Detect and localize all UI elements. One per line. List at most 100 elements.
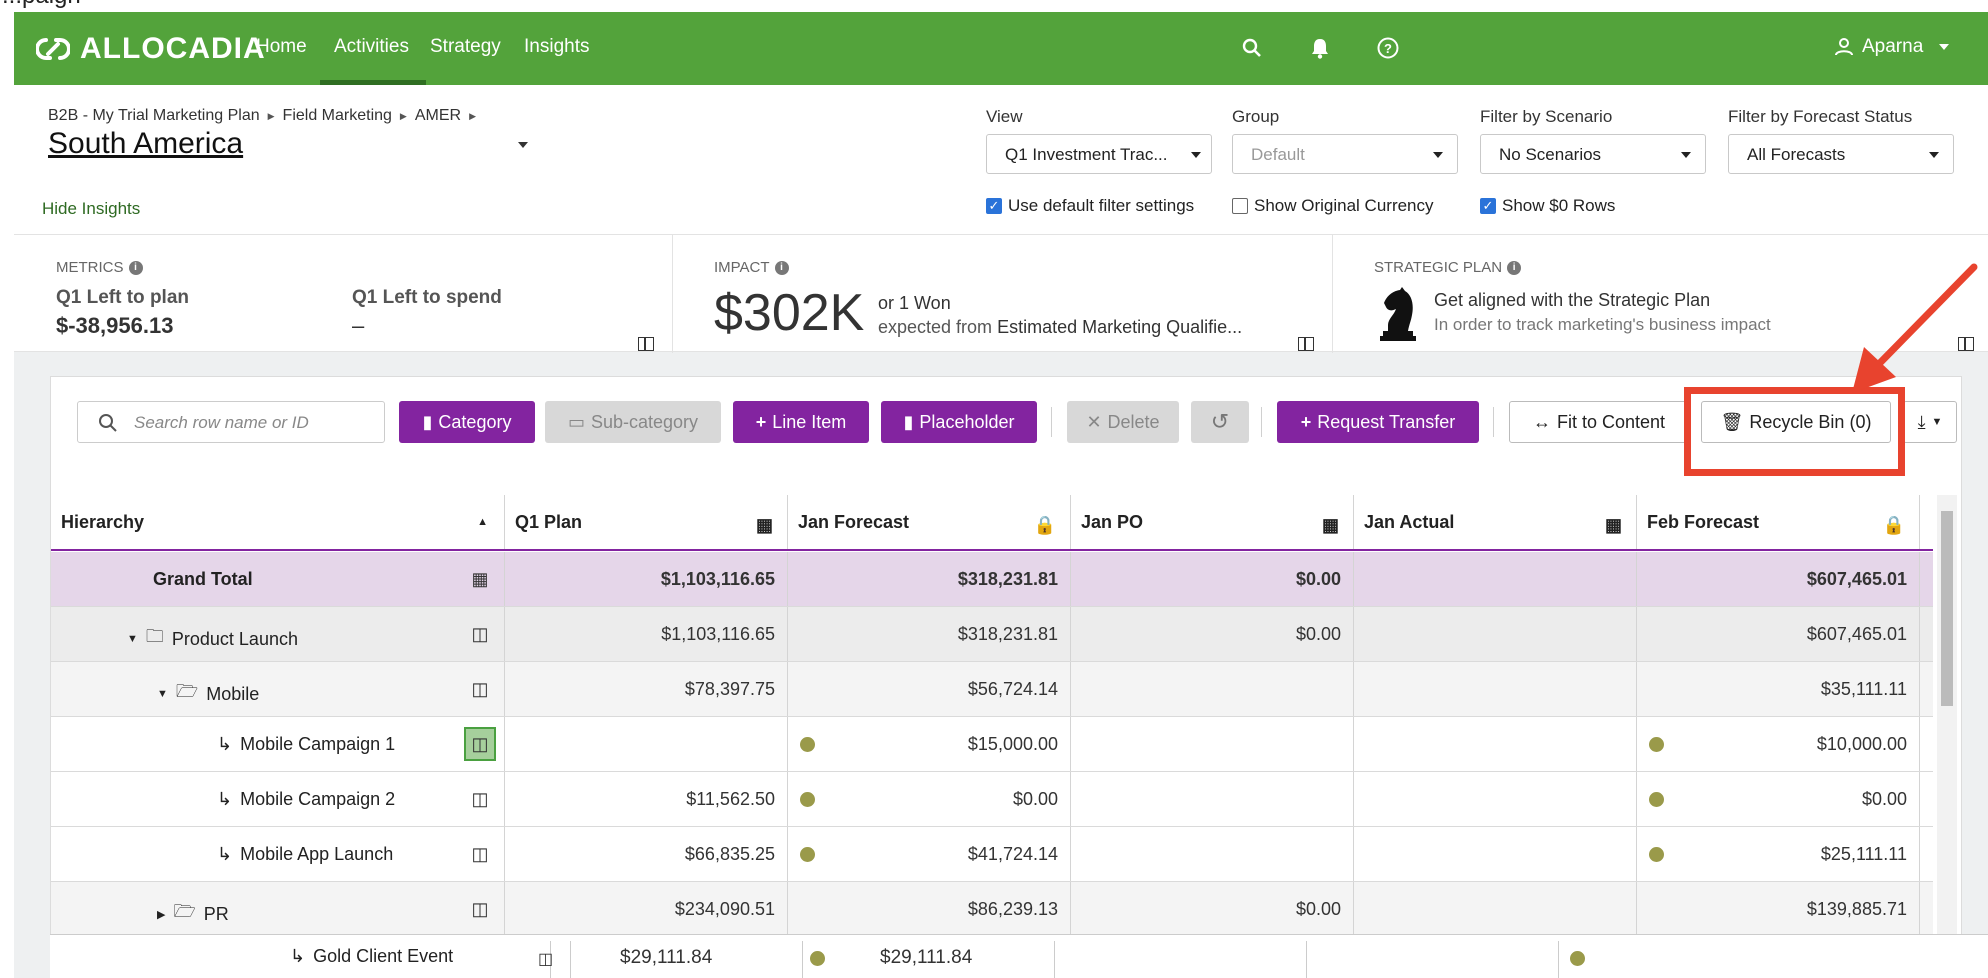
search-icon[interactable]	[1237, 33, 1267, 63]
delete-button[interactable]: ✕ Delete	[1067, 401, 1179, 443]
nav-activities[interactable]: Activities	[334, 36, 409, 57]
jan-forecast-cell[interactable]: $0.00	[788, 772, 1071, 826]
request-transfer-button[interactable]: + Request Transfer	[1277, 401, 1479, 443]
columns-icon[interactable]: ◫	[538, 951, 554, 968]
column-header-hierarchy[interactable]: Hierarchy ▲	[51, 495, 505, 549]
allocadia-logo[interactable]: ALLOCADIA	[36, 32, 266, 66]
columns-icon[interactable]: ◫	[471, 788, 489, 809]
table-row[interactable]: ▼ 🗁 Mobile ◫ $78,397.75 $56,724.14 $35,111…	[51, 662, 1933, 717]
table-icon[interactable]: ▦	[471, 568, 489, 589]
jan-po-cell[interactable]: $0.00	[1071, 882, 1354, 936]
hide-insights-link[interactable]: Hide Insights	[42, 199, 141, 218]
jan-forecast-cell[interactable]: $29,111.84	[880, 947, 973, 968]
jan-forecast-cell[interactable]: $56,724.14	[788, 662, 1071, 716]
hierarchy-cell[interactable]: ↳ Mobile Campaign 1 ◫	[51, 717, 505, 771]
group-select[interactable]: Default	[1232, 134, 1458, 174]
jan-actual-cell[interactable]	[1354, 717, 1637, 771]
jan-forecast-cell[interactable]: $15,000.00	[788, 717, 1071, 771]
vertical-scrollbar[interactable]	[1937, 495, 1957, 978]
collapse-caret-icon[interactable]: ▶	[157, 908, 166, 921]
search-input[interactable]: Search row name or ID	[77, 401, 385, 443]
scrollbar-thumb[interactable]	[1941, 511, 1953, 706]
jan-forecast-cell[interactable]: $41,724.14	[788, 827, 1071, 881]
export-dropdown-button[interactable]: ⤓ ▼	[1903, 401, 1957, 443]
breadcrumb-item[interactable]: AMER	[414, 107, 462, 124]
table-row[interactable]: Grand Total ▦ $1,103,116.65 $318,231.81 $…	[51, 552, 1933, 607]
jan-forecast-cell[interactable]: $318,231.81	[788, 607, 1071, 661]
columns-icon[interactable]: ◫	[471, 678, 489, 699]
feb-forecast-cell[interactable]: $25,111.11	[1637, 827, 1920, 881]
page-title[interactable]: South America	[48, 127, 244, 160]
jan-actual-cell[interactable]	[1354, 552, 1637, 606]
column-header-jan-po[interactable]: Jan PO ▦	[1071, 495, 1354, 549]
column-header-feb-forecast[interactable]: Feb Forecast 🔒	[1637, 495, 1920, 549]
table-row[interactable]: ↳ Gold Client Event ◫ $29,111.84 $29,111.…	[50, 934, 1988, 978]
notifications-bell-icon[interactable]	[1305, 33, 1335, 63]
q1-plan-cell[interactable]: $1,103,116.65	[505, 607, 788, 661]
breadcrumb-item[interactable]: Field Marketing	[282, 107, 392, 124]
q1-plan-cell[interactable]: $78,397.75	[505, 662, 788, 716]
feb-forecast-cell[interactable]: $607,465.01	[1637, 607, 1920, 661]
jan-po-cell[interactable]	[1071, 827, 1354, 881]
add-placeholder-button[interactable]: ▮ Placeholder	[881, 401, 1037, 443]
jan-actual-cell[interactable]	[1354, 882, 1637, 936]
nav-insights[interactable]: Insights	[524, 36, 590, 57]
q1-plan-cell[interactable]	[505, 717, 788, 771]
jan-actual-cell[interactable]	[1354, 662, 1637, 716]
nav-strategy[interactable]: Strategy	[430, 36, 501, 57]
q1-plan-cell[interactable]: $66,835.25	[505, 827, 788, 881]
feb-forecast-cell[interactable]: $139,885.71	[1637, 882, 1920, 936]
impact-metric-name[interactable]: Estimated Marketing Qualifie...	[997, 317, 1243, 337]
hierarchy-cell[interactable]: ▼ 🗁 Mobile ◫	[51, 662, 505, 716]
user-menu[interactable]: Aparna	[1834, 36, 1950, 58]
columns-icon[interactable]: ◫	[464, 727, 496, 761]
scenario-select[interactable]: No Scenarios	[1480, 134, 1706, 174]
jan-po-cell[interactable]: $0.00	[1071, 552, 1354, 606]
table-row[interactable]: ▼ 🗀 Product Launch ◫ $1,103,116.65 $318,23…	[51, 607, 1933, 662]
jan-po-cell[interactable]: $0.00	[1071, 607, 1354, 661]
columns-icon[interactable]: ◫	[471, 843, 489, 864]
zero-rows-checkbox[interactable]: ✓ Show $0 Rows	[1480, 196, 1615, 216]
jan-forecast-cell[interactable]: $318,231.81	[788, 552, 1071, 606]
feb-forecast-cell[interactable]: $0.00	[1637, 772, 1920, 826]
jan-forecast-cell[interactable]: $86,239.13	[788, 882, 1071, 936]
jan-po-cell[interactable]	[1071, 662, 1354, 716]
jan-po-cell[interactable]	[1071, 717, 1354, 771]
breadcrumb-item[interactable]: B2B - My Trial Marketing Plan	[48, 107, 260, 124]
fit-to-content-button[interactable]: ↔ Fit to Content	[1509, 401, 1689, 443]
hierarchy-cell[interactable]: ↳ Mobile App Launch ◫	[51, 827, 505, 881]
jan-actual-cell[interactable]	[1354, 827, 1637, 881]
columns-icon[interactable]	[1958, 337, 1974, 351]
table-row[interactable]: ↳ Mobile Campaign 2 ◫ $11,562.50 $0.00 $0…	[51, 772, 1933, 827]
q1-plan-cell[interactable]: $29,111.84	[620, 947, 713, 968]
column-header-jan-forecast[interactable]: Jan Forecast 🔒	[788, 495, 1071, 549]
hierarchy-cell[interactable]: ▼ 🗀 Product Launch ◫	[51, 607, 505, 661]
nav-home[interactable]: Home	[256, 36, 307, 57]
hierarchy-cell[interactable]: ▶ 🗁 PR ◫	[51, 882, 505, 936]
add-category-button[interactable]: ▮ Category	[399, 401, 535, 443]
jan-actual-cell[interactable]	[1354, 772, 1637, 826]
strategic-title[interactable]: Get aligned with the Strategic Plan	[1434, 290, 1711, 310]
add-subcategory-button[interactable]: ▭ Sub-category	[545, 401, 721, 443]
table-row[interactable]: ↳ Mobile App Launch ◫ $66,835.25 $41,724.…	[51, 827, 1933, 882]
columns-icon[interactable]: ◫	[471, 623, 489, 644]
info-icon[interactable]: i	[774, 260, 789, 275]
table-row[interactable]: ▶ 🗁 PR ◫ $234,090.51 $86,239.13 $0.00 $139…	[51, 882, 1933, 937]
q1-plan-cell[interactable]: $11,562.50	[505, 772, 788, 826]
undo-button[interactable]: ↺	[1191, 401, 1249, 443]
original-currency-checkbox[interactable]: Show Original Currency	[1232, 196, 1434, 216]
sort-ascending-icon[interactable]: ▲	[477, 516, 488, 528]
info-icon[interactable]: i	[128, 260, 143, 275]
info-icon[interactable]: i	[1507, 260, 1522, 275]
add-line-item-button[interactable]: + Line Item	[733, 401, 869, 443]
expand-caret-icon[interactable]: ▼	[127, 633, 138, 645]
feb-forecast-cell[interactable]: $35,111.11	[1637, 662, 1920, 716]
feb-forecast-cell[interactable]: $10,000.00	[1637, 717, 1920, 771]
default-filter-checkbox[interactable]: ✓ Use default filter settings	[986, 196, 1194, 216]
expand-caret-icon[interactable]: ▼	[157, 688, 168, 700]
column-header-jan-actual[interactable]: Jan Actual ▦	[1354, 495, 1637, 549]
forecast-select[interactable]: All Forecasts	[1728, 134, 1954, 174]
recycle-bin-button[interactable]: 🗑 Recycle Bin (0)	[1701, 401, 1891, 443]
feb-forecast-cell[interactable]: $607,465.01	[1637, 552, 1920, 606]
jan-actual-cell[interactable]	[1354, 607, 1637, 661]
